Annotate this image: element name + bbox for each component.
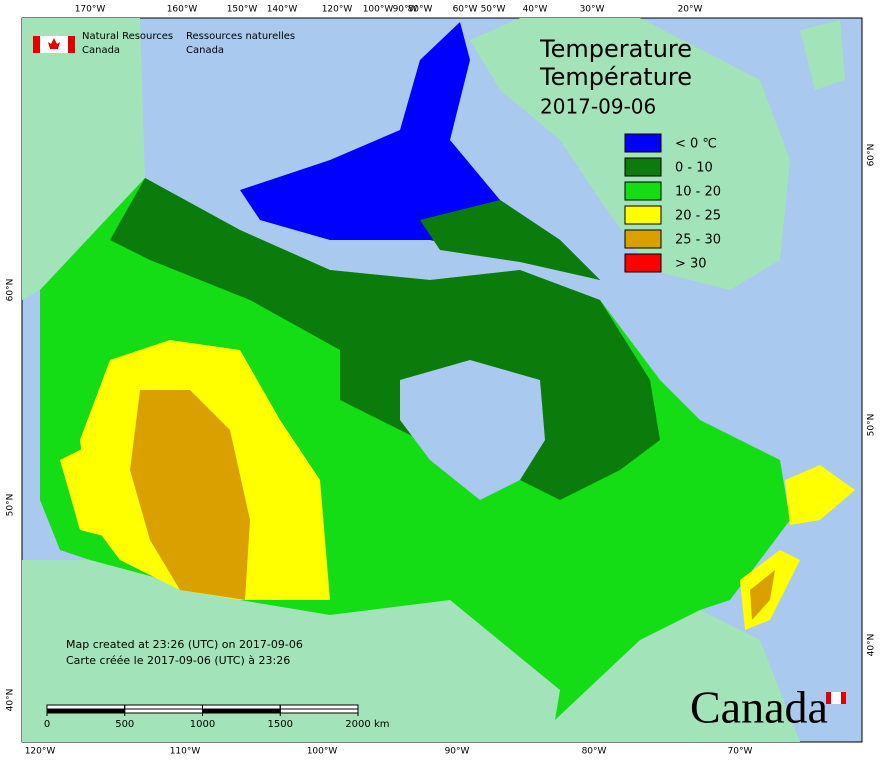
date: 2017-09-06 bbox=[540, 95, 656, 119]
wordmark: Canada bbox=[690, 682, 846, 733]
lon-label: 150°W bbox=[227, 5, 258, 15]
legend-swatch bbox=[624, 157, 662, 177]
lat-label: 60°N bbox=[867, 144, 877, 167]
hudson-bay bbox=[400, 360, 545, 500]
scale-label: 0 bbox=[44, 719, 50, 730]
legend-label: > 30 bbox=[675, 257, 707, 272]
lon-label: 80°W bbox=[408, 5, 433, 15]
flag-bar bbox=[68, 36, 75, 53]
lon-label: 50°W bbox=[481, 5, 506, 15]
lat-label: 60°N bbox=[6, 279, 16, 302]
agency-fr: Canada bbox=[186, 45, 224, 56]
scale-segment bbox=[46, 708, 126, 714]
lon-label: 100°W bbox=[307, 747, 338, 757]
scale-segment bbox=[279, 704, 359, 710]
greenland bbox=[470, 18, 790, 290]
header: Natural Resources Canada Ressources natu… bbox=[33, 31, 295, 56]
title: Température bbox=[539, 63, 692, 91]
lon-label: 40°W bbox=[523, 5, 548, 15]
lon-label: 120°W bbox=[322, 5, 353, 15]
lat-label: 50°N bbox=[6, 494, 16, 517]
scale-segment bbox=[46, 704, 126, 710]
lon-label: 100°W bbox=[363, 5, 394, 15]
canada-wordmark: Canada bbox=[690, 682, 828, 733]
lon-label: 160°W bbox=[167, 5, 198, 15]
agency-fr: Ressources naturelles bbox=[186, 31, 295, 42]
agency-en: Canada bbox=[82, 45, 120, 56]
zone-0-10-islands bbox=[420, 200, 600, 280]
canada bbox=[40, 22, 855, 720]
iceland bbox=[800, 20, 845, 90]
lon-label: 90°W bbox=[393, 5, 418, 15]
scale-segment bbox=[124, 708, 203, 714]
lat-label: 50°N bbox=[867, 414, 877, 437]
lon-label: 120°W bbox=[25, 747, 56, 757]
scale-segment bbox=[279, 708, 359, 714]
lon-label: 90°W bbox=[445, 747, 470, 757]
scale-label: 1000 bbox=[190, 719, 215, 730]
legend-label: 0 - 10 bbox=[675, 161, 713, 176]
lon-label: 170°W bbox=[75, 5, 106, 15]
legend-label: 10 - 20 bbox=[675, 185, 721, 200]
legend: < 0 ℃ 0 - 10 10 - 20 20 - 25 25 - 30 > 30 bbox=[624, 133, 721, 273]
scale-segment bbox=[202, 708, 281, 714]
footer: Map created at 23:26 (UTC) on 2017-09-06 bbox=[66, 638, 303, 651]
scale-segment bbox=[124, 704, 203, 710]
lon-label: 140°W bbox=[267, 5, 298, 15]
legend-label: 25 - 30 bbox=[675, 233, 721, 248]
lon-label: 60°W bbox=[453, 5, 478, 15]
flag-bar bbox=[33, 36, 40, 53]
legend-swatch bbox=[624, 253, 662, 273]
foreign-land bbox=[22, 18, 845, 742]
lat-label: 40°N bbox=[6, 689, 16, 712]
scale-segment bbox=[202, 704, 281, 710]
scale-label: 500 bbox=[115, 719, 134, 730]
zone-25-30-maritimes bbox=[750, 570, 775, 620]
maple-leaf bbox=[48, 38, 60, 49]
zone-newfoundland bbox=[785, 465, 855, 525]
lat-label: 40°N bbox=[867, 634, 877, 657]
graticule: 170°W 160°W 150°W 140°W 120°W 100°W 90°W80°W 60… bbox=[6, 5, 877, 757]
scale-label: 2000 bbox=[345, 719, 370, 730]
legend-label: 20 - 25 bbox=[675, 209, 721, 224]
scale-label: 1500 bbox=[268, 719, 293, 730]
legend-label: < 0 ℃ bbox=[675, 137, 717, 152]
lon-label: 110°W bbox=[170, 747, 201, 757]
lon-label: 30°W bbox=[580, 5, 605, 15]
scale-bar: 0 500 1000 1500 2000 km bbox=[44, 704, 390, 730]
lon-label: 70°W bbox=[728, 747, 753, 757]
zone-25-30 bbox=[130, 390, 250, 600]
title: Temperature bbox=[539, 35, 692, 63]
wordmark-flag-field bbox=[831, 692, 841, 704]
alaska bbox=[22, 18, 145, 300]
legend-swatch bbox=[624, 133, 662, 153]
legend-swatch bbox=[624, 181, 662, 201]
united-states bbox=[22, 560, 800, 742]
legend-swatch bbox=[624, 229, 662, 249]
agency-en: Natural Resources bbox=[82, 31, 173, 42]
footer: Carte créée le 2017-09-06 (UTC) à 23:26 bbox=[66, 654, 290, 667]
lon-label: 20°W bbox=[678, 5, 703, 15]
lon-label: 80°W bbox=[582, 747, 607, 757]
zone-20-25-bc bbox=[60, 440, 130, 540]
legend-swatch bbox=[624, 205, 662, 225]
scale-unit: km bbox=[374, 719, 390, 730]
